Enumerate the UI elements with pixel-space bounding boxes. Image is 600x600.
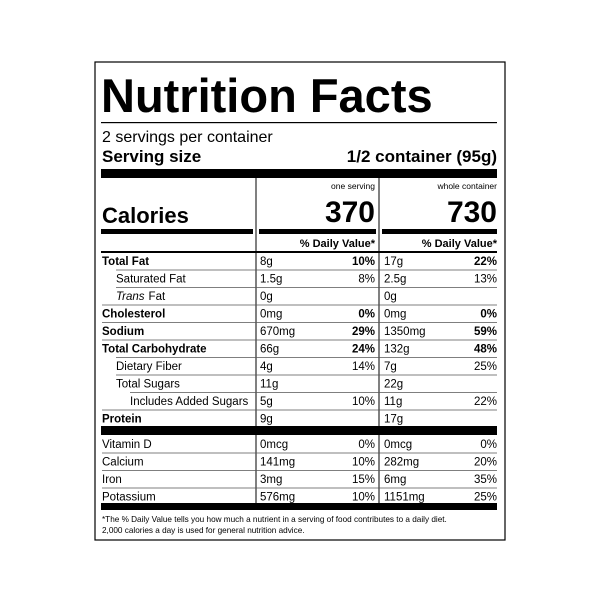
nutrient-name: Saturated Fat xyxy=(116,274,186,286)
column-header: whole container xyxy=(436,181,497,191)
daily-value: 22% xyxy=(474,256,497,268)
nutrient-name: Total Fat xyxy=(102,256,149,268)
thick-rule xyxy=(101,169,497,178)
calories-label: Calories xyxy=(102,203,189,228)
amount: 6mg xyxy=(384,474,406,486)
amount: 17g xyxy=(384,256,403,268)
nutrient-name-italic: Trans xyxy=(116,291,145,303)
thick-rule xyxy=(101,426,497,435)
daily-value: 24% xyxy=(352,344,375,356)
amount: 0g xyxy=(384,291,397,303)
amount: 7g xyxy=(384,361,397,373)
daily-value: 10% xyxy=(352,396,375,408)
daily-value: 0% xyxy=(358,309,375,321)
daily-value: 10% xyxy=(352,256,375,268)
title: Nutrition Facts xyxy=(101,69,433,122)
daily-value: 0% xyxy=(480,439,497,451)
nutrient-name: Dietary Fiber xyxy=(116,361,182,373)
thick-rule xyxy=(101,229,253,234)
amount: 3mg xyxy=(260,474,282,486)
amount: 8g xyxy=(260,256,273,268)
daily-value: 14% xyxy=(352,361,375,373)
serving-size-label: Serving size xyxy=(102,147,201,166)
nutrient-name: Iron xyxy=(102,474,122,486)
rule xyxy=(101,122,497,124)
amount: 0mg xyxy=(260,309,282,321)
thick-rule xyxy=(259,229,376,234)
amount: 2.5g xyxy=(384,274,406,286)
rule xyxy=(101,251,497,253)
amount: 0mcg xyxy=(260,439,288,451)
daily-value: 35% xyxy=(474,474,497,486)
amount: 1.5g xyxy=(260,274,282,286)
amount: 576mg xyxy=(260,492,295,504)
amount: 17g xyxy=(384,414,403,426)
daily-value: 15% xyxy=(352,474,375,486)
calories-value: 370 xyxy=(325,196,375,229)
nutrient-name-text: Fat xyxy=(149,291,166,303)
amount: 0mg xyxy=(384,309,406,321)
amount: 0mcg xyxy=(384,439,412,451)
dv-header: % Daily Value* xyxy=(300,238,376,250)
amount: 9g xyxy=(260,414,273,426)
label-border xyxy=(94,61,506,541)
amount: 66g xyxy=(260,344,279,356)
nutrient-name: Includes Added Sugars xyxy=(130,396,249,408)
nutrient-name: Sodium xyxy=(102,326,144,338)
thick-rule xyxy=(101,503,497,510)
daily-value: 0% xyxy=(480,309,497,321)
daily-value: 48% xyxy=(474,344,497,356)
nutrient-name: Cholesterol xyxy=(102,309,165,321)
daily-value: 0% xyxy=(358,439,375,451)
amount: 11g xyxy=(260,379,278,391)
nutrient-name: Vitamin D xyxy=(102,439,152,451)
dv-header: % Daily Value* xyxy=(422,238,498,250)
amount: 11g xyxy=(384,396,402,408)
nutrient-name: Trans Fat xyxy=(116,291,166,303)
daily-value: 10% xyxy=(352,457,375,469)
daily-value: 10% xyxy=(352,492,375,504)
daily-value: 8% xyxy=(358,274,375,286)
daily-value: 13% xyxy=(474,274,497,286)
nutrient-name: Total Sugars xyxy=(116,379,180,391)
amount: 282mg xyxy=(384,457,419,469)
thick-rule xyxy=(382,229,497,234)
nutrient-name: Protein xyxy=(102,414,142,426)
amount: 4g xyxy=(260,361,273,373)
daily-value: 29% xyxy=(352,326,375,338)
amount: 670mg xyxy=(260,326,295,338)
daily-value: 20% xyxy=(474,457,497,469)
column-header: one serving xyxy=(331,181,375,191)
amount: 22g xyxy=(384,379,403,391)
amount: 141mg xyxy=(260,457,295,469)
serving-size-value: 1/2 container (95g) xyxy=(347,147,497,166)
amount: 132g xyxy=(384,344,410,356)
footnote: *The % Daily Value tells you how much a … xyxy=(102,515,447,524)
daily-value: 25% xyxy=(474,492,497,504)
nutrient-name: Potassium xyxy=(102,492,156,504)
daily-value: 25% xyxy=(474,361,497,373)
nutrient-name: Total Carbohydrate xyxy=(102,344,207,356)
amount: 1151mg xyxy=(384,492,425,504)
daily-value: 22% xyxy=(474,396,497,408)
amount: 0g xyxy=(260,291,273,303)
amount: 1350mg xyxy=(384,326,426,338)
amount: 5g xyxy=(260,396,273,408)
calories-value: 730 xyxy=(447,196,497,229)
daily-value: 59% xyxy=(474,326,497,338)
footnote: 2,000 calories a day is used for general… xyxy=(102,526,305,535)
servings: 2 servings per container xyxy=(102,129,273,146)
nutrient-name: Calcium xyxy=(102,457,144,469)
